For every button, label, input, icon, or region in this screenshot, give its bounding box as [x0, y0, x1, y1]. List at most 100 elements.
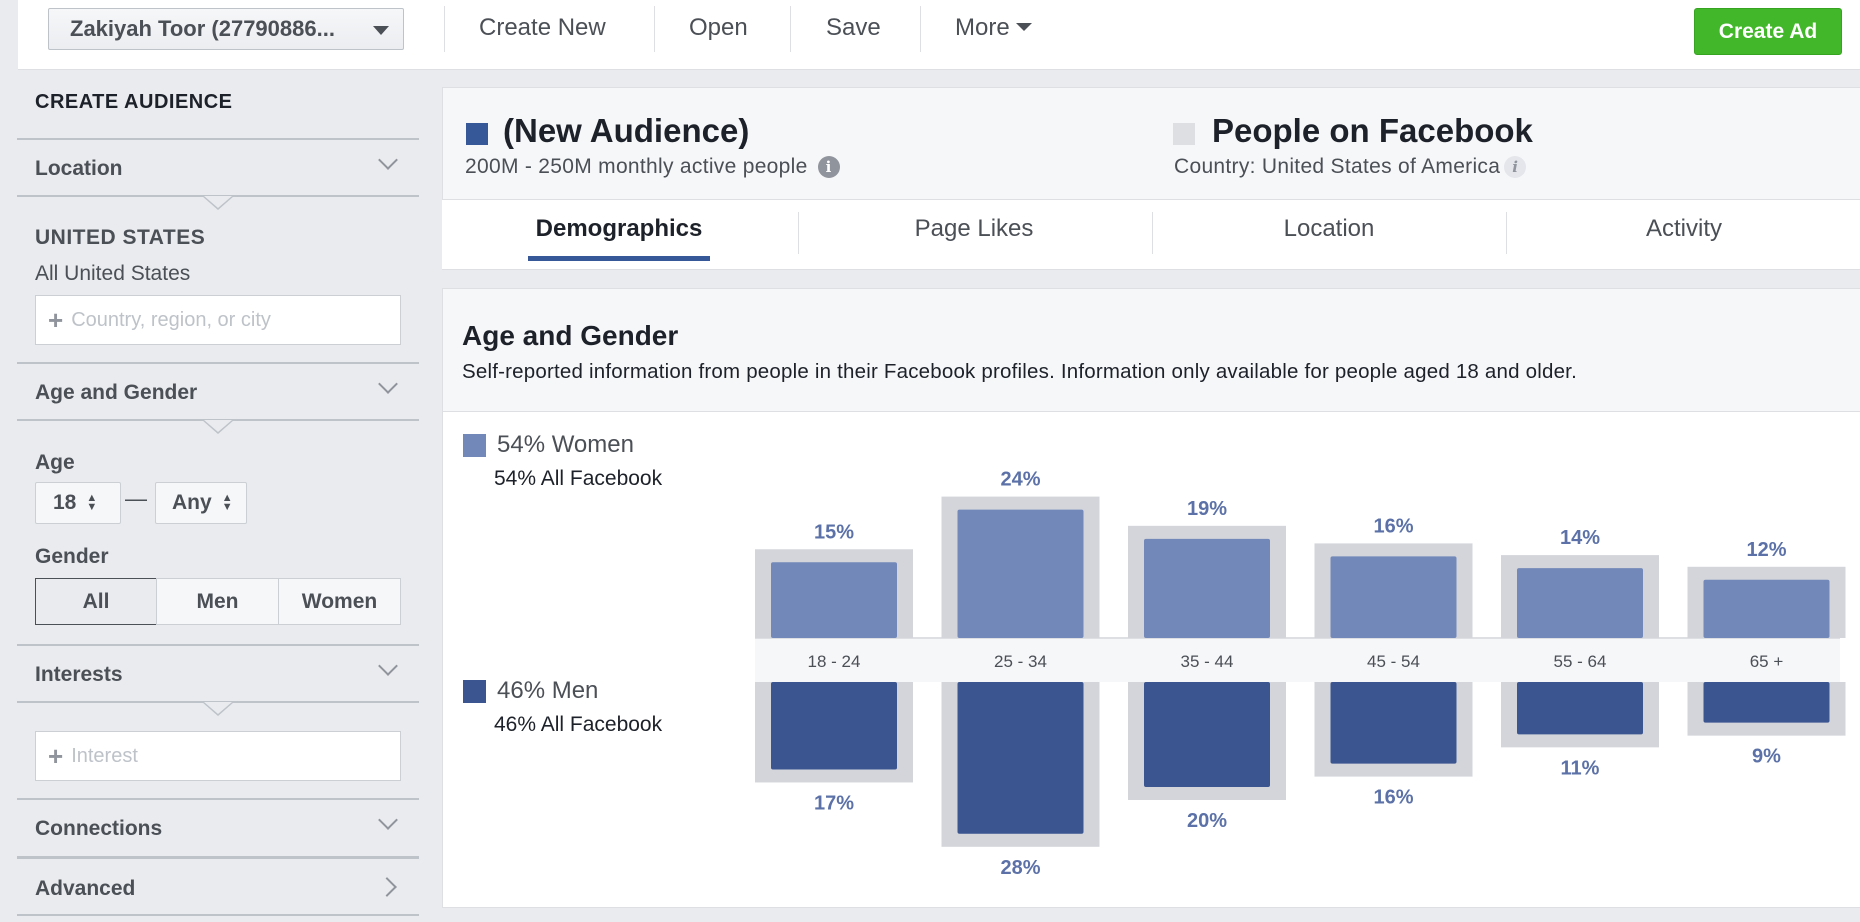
select-arrows-icon: ▲ ▼ [221, 492, 233, 513]
men-legend-sublabel: 46% All Facebook [494, 713, 663, 736]
toolbar-divider [444, 6, 445, 52]
women-bar [1517, 568, 1643, 638]
create-ad-button[interactable]: Create Ad [1694, 8, 1842, 55]
section-notch-inner [204, 702, 232, 714]
tab-page-likes[interactable]: Page Likes [914, 215, 1034, 242]
account-label: Zakiyah Toor (27790886... [70, 16, 335, 41]
select-arrows-icon: ▲ ▼ [86, 492, 98, 513]
tab-location[interactable]: Location [1283, 215, 1375, 242]
women-value-label: 16% [1373, 515, 1413, 537]
age-axis-band [755, 638, 1840, 682]
women-legend-swatch [463, 434, 486, 457]
women-value-label: 19% [1187, 498, 1227, 520]
age-category-label: 35 - 44 [1181, 652, 1234, 671]
age-label: Age [35, 451, 75, 474]
men-value-label: 9% [1752, 746, 1781, 768]
men-bar [957, 682, 1084, 834]
audience-size: 200M - 250M monthly active people i [465, 155, 840, 179]
men-legend-swatch [463, 680, 486, 703]
men-value-label: 20% [1187, 810, 1227, 832]
men-bar [1517, 682, 1643, 735]
men-value-label: 11% [1561, 757, 1600, 779]
gender-label: Gender [35, 545, 109, 568]
create-new-button[interactable]: Create New [479, 14, 606, 41]
men-value-label: 28% [1000, 857, 1040, 879]
info-icon[interactable]: i [1504, 156, 1527, 178]
section-title: Age and Gender [462, 320, 679, 351]
compare-audience-name: People on Facebook [1212, 112, 1533, 149]
top-toolbar: Zakiyah Toor (27790886... Create New Ope… [0, 0, 1860, 70]
men-bar [1144, 682, 1270, 787]
men-value-label: 16% [1373, 787, 1413, 809]
advanced-section-toggle[interactable]: Advanced [35, 877, 136, 900]
women-legend-label: 54% Women [497, 431, 634, 458]
tab-divider [1152, 212, 1153, 254]
age-max-value: Any [172, 491, 212, 514]
section-divider [17, 914, 419, 916]
toolbar-left-gutter [0, 0, 18, 70]
chevron-down-icon [373, 26, 389, 35]
section-divider [17, 362, 419, 364]
audience-color-swatch [466, 123, 488, 145]
age-category-label: 55 - 64 [1554, 652, 1607, 671]
account-selector[interactable]: Zakiyah Toor (27790886... [48, 8, 404, 50]
interest-placeholder: Interest [71, 744, 138, 767]
age-range-dash: — [125, 486, 147, 511]
save-button[interactable]: Save [826, 14, 881, 41]
section-divider [17, 644, 419, 646]
women-bar [957, 509, 1084, 638]
tab-demographics[interactable]: Demographics [535, 215, 703, 242]
age-gender-section-toggle[interactable]: Age and Gender [35, 381, 198, 404]
info-icon[interactable]: i [817, 156, 840, 178]
more-label: More [955, 14, 1010, 41]
tab-divider [798, 212, 799, 254]
location-scope: All United States [35, 262, 191, 285]
compare-scope: Country: United States of America i [1174, 155, 1527, 179]
location-section-toggle[interactable]: Location [35, 157, 123, 180]
gender-all-button[interactable]: All [35, 578, 157, 625]
interests-section-toggle[interactable]: Interests [35, 663, 123, 686]
audience-size-text: 200M - 250M monthly active people [465, 155, 808, 178]
section-notch-inner [204, 420, 232, 432]
section-divider [17, 798, 419, 800]
open-button[interactable]: Open [689, 14, 748, 41]
toolbar-divider [920, 6, 921, 52]
age-min-select[interactable]: 18 ▲ ▼ [35, 482, 121, 524]
age-max-select[interactable]: Any ▲ ▼ [155, 482, 247, 524]
location-search-input[interactable]: + Country, region, or city [35, 295, 401, 345]
women-bar [1703, 579, 1830, 638]
women-value-label: 24% [1000, 469, 1040, 491]
women-value-label: 14% [1560, 527, 1600, 549]
compare-scope-text: Country: United States of America [1174, 155, 1501, 178]
plus-icon: + [48, 304, 64, 335]
tab-divider [1506, 212, 1507, 254]
age-category-label: 65 + [1750, 652, 1784, 671]
women-bar [1330, 556, 1457, 638]
age-category-label: 45 - 54 [1367, 652, 1420, 671]
section-divider [17, 138, 419, 140]
interest-search-input[interactable]: + Interest [35, 731, 401, 781]
create-audience-heading: CREATE AUDIENCE [35, 91, 233, 113]
age-min-value: 18 [53, 491, 77, 514]
more-menu-button[interactable]: More [955, 14, 1032, 42]
men-legend-label: 46% Men [497, 677, 599, 704]
location-placeholder: Country, region, or city [71, 308, 271, 331]
gender-women-button[interactable]: Women [278, 578, 401, 625]
women-value-label: 15% [814, 521, 854, 543]
toolbar-divider [790, 6, 791, 52]
section-notch-inner [204, 196, 232, 208]
women-bar [1144, 538, 1270, 638]
women-value-label: 12% [1746, 539, 1786, 561]
section-description: Self-reported information from people in… [462, 360, 1577, 383]
compare-color-swatch [1173, 123, 1195, 145]
audience-name: (New Audience) [503, 112, 750, 149]
plus-icon: + [48, 740, 64, 771]
section-divider [17, 856, 419, 859]
age-category-label: 25 - 34 [994, 652, 1047, 671]
tab-activity[interactable]: Activity [1645, 215, 1722, 242]
age-gender-card-header [443, 289, 1860, 412]
connections-section-toggle[interactable]: Connections [35, 817, 163, 840]
men-bar [1330, 682, 1457, 764]
women-bar [771, 562, 897, 638]
toolbar-divider [654, 6, 655, 52]
